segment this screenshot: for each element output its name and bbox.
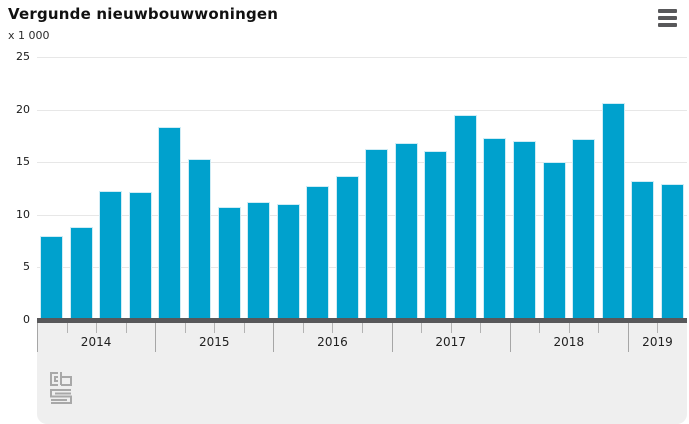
bar[interactable] [99, 190, 123, 320]
bar[interactable] [335, 175, 359, 320]
quarter-tick [480, 323, 482, 333]
quarter-tick [184, 323, 186, 333]
year-separator-tick [273, 323, 275, 352]
x-axis-year-label: 2016 [317, 335, 348, 349]
bar[interactable] [187, 159, 211, 320]
hamburger-menu-icon [658, 23, 677, 27]
bar[interactable] [276, 204, 300, 320]
chart-menu-button[interactable] [658, 7, 682, 29]
gridline [37, 162, 687, 164]
bar[interactable] [394, 143, 418, 320]
bar[interactable] [40, 235, 64, 320]
x-axis-year-label: 2019 [642, 335, 673, 349]
cbs-logo [48, 370, 74, 408]
bar[interactable] [660, 184, 684, 320]
year-separator-tick [391, 323, 393, 352]
gridline [37, 267, 687, 269]
x-axis-panel: 2014 2015 2016 2017 2018 2019 [37, 318, 687, 424]
bar[interactable] [483, 138, 507, 320]
bar[interactable] [69, 227, 93, 320]
quarter-tick [362, 323, 363, 333]
quarter-tick [598, 323, 600, 333]
year-separator-tick [627, 323, 629, 352]
gridline [37, 109, 687, 111]
quarter-tick [421, 323, 423, 333]
bar[interactable] [217, 207, 241, 320]
bar[interactable] [453, 114, 477, 320]
bar[interactable] [572, 139, 596, 320]
y-axis-tick-label: 15 [16, 155, 30, 169]
gridline [37, 57, 687, 58]
quarter-tick [450, 323, 452, 333]
quarter-tick [243, 323, 245, 333]
quarter-tick [214, 323, 216, 333]
quarter-tick [657, 323, 659, 333]
hamburger-menu-icon [658, 9, 677, 13]
year-separator-tick [37, 323, 38, 352]
x-axis-year-label: 2017 [435, 335, 466, 349]
y-axis-tick-label: 5 [23, 260, 30, 274]
quarter-tick [302, 323, 304, 333]
x-axis-year-label: 2018 [553, 335, 585, 349]
year-separator-tick [509, 323, 511, 352]
quarter-tick [125, 323, 127, 333]
y-axis-unit-label: x 1 000 [8, 29, 50, 42]
bar[interactable] [306, 186, 330, 320]
bar[interactable] [542, 162, 566, 320]
y-axis-tick-label: 10 [16, 207, 30, 221]
bar[interactable] [128, 191, 152, 320]
quarter-tick [568, 323, 570, 333]
quarter-tick [96, 323, 98, 333]
quarter-tick [66, 323, 68, 333]
bar[interactable] [247, 202, 271, 320]
bar[interactable] [512, 141, 536, 320]
bar[interactable] [158, 127, 182, 320]
y-axis-tick-label: 20 [16, 102, 30, 116]
plot-area [37, 57, 687, 320]
hamburger-menu-icon [658, 16, 677, 20]
bar[interactable] [424, 150, 448, 320]
chart-title: Vergunde nieuwbouwwoningen [8, 5, 279, 23]
bar[interactable] [631, 181, 655, 320]
quarter-tick [332, 323, 334, 333]
quarter-tick [539, 323, 541, 333]
y-axis-tick-label: 0 [23, 313, 30, 326]
y-axis-tick-label: 25 [16, 50, 30, 63]
x-axis-year-label: 2015 [198, 335, 230, 349]
year-separator-tick [155, 323, 157, 352]
bar[interactable] [601, 103, 625, 320]
bar[interactable] [365, 148, 389, 320]
x-axis-baseline [37, 318, 687, 323]
x-axis-year-label: 2014 [80, 335, 112, 349]
gridline [37, 214, 687, 216]
